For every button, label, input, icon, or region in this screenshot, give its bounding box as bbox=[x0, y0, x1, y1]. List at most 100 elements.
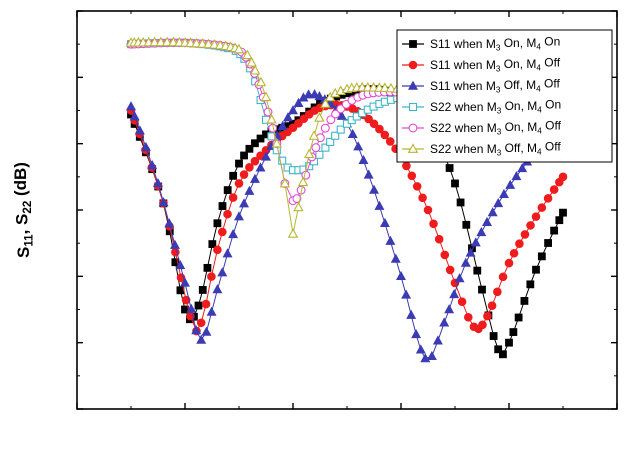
data-point bbox=[235, 159, 243, 168]
data-point bbox=[314, 112, 325, 122]
data-point bbox=[266, 113, 277, 124]
data-point bbox=[303, 148, 315, 159]
data-point bbox=[234, 179, 244, 188]
text-segment: On, M bbox=[500, 57, 536, 71]
data-point bbox=[412, 182, 422, 191]
text-segment: On, M bbox=[501, 120, 537, 134]
data-point bbox=[223, 186, 232, 195]
data-point bbox=[320, 98, 331, 108]
data-point bbox=[255, 76, 267, 87]
data-point bbox=[303, 89, 314, 99]
data-point bbox=[326, 137, 335, 147]
legend-marker bbox=[408, 80, 418, 90]
data-point bbox=[374, 200, 385, 210]
series-2 bbox=[126, 89, 536, 363]
text-segment: 3 bbox=[497, 148, 502, 157]
data-point bbox=[223, 209, 232, 219]
text-segment: 3 bbox=[497, 127, 502, 136]
text-segment: 11 bbox=[23, 234, 35, 247]
data-point bbox=[509, 328, 518, 336]
data-point bbox=[432, 335, 443, 345]
data-point bbox=[256, 134, 265, 143]
data-point bbox=[478, 320, 487, 330]
data-point bbox=[251, 139, 259, 148]
data-point bbox=[203, 263, 212, 272]
data-point bbox=[511, 170, 522, 181]
text-segment: Off bbox=[542, 140, 562, 154]
data-point bbox=[245, 163, 254, 172]
text-segment: Off, M bbox=[500, 78, 536, 92]
legend-item: S22 when M3 On, M4 Off bbox=[402, 119, 562, 137]
data-point bbox=[149, 36, 160, 47]
data-point bbox=[320, 123, 330, 133]
data-point bbox=[504, 258, 514, 268]
data-point bbox=[250, 156, 260, 166]
data-point bbox=[379, 217, 390, 228]
data-point bbox=[239, 198, 250, 208]
data-point bbox=[168, 36, 179, 47]
data-point bbox=[454, 273, 465, 283]
data-point bbox=[487, 301, 497, 310]
data-point bbox=[347, 128, 358, 139]
data-point bbox=[186, 303, 197, 313]
data-point bbox=[402, 161, 411, 171]
data-point bbox=[181, 295, 191, 305]
data-point bbox=[532, 265, 540, 274]
data-point bbox=[171, 247, 180, 257]
legend-label: S11 when M3 On, M4 On bbox=[430, 35, 560, 53]
data-point bbox=[531, 212, 541, 221]
text-segment: On bbox=[542, 98, 561, 112]
data-point bbox=[228, 193, 238, 202]
legend-item: S22 when M3 Off, M4 Off bbox=[402, 140, 562, 157]
data-point bbox=[520, 230, 530, 239]
data-point bbox=[240, 151, 248, 160]
data-point bbox=[526, 221, 535, 230]
data-point bbox=[369, 119, 379, 129]
data-point bbox=[505, 179, 516, 189]
data-point bbox=[153, 178, 163, 188]
data-point bbox=[478, 285, 486, 294]
data-point bbox=[499, 188, 509, 199]
data-point bbox=[401, 289, 412, 299]
data-point bbox=[375, 124, 384, 134]
data-point bbox=[415, 344, 426, 354]
legend-marker bbox=[408, 60, 418, 70]
data-point bbox=[155, 36, 167, 47]
data-point bbox=[217, 267, 228, 277]
legend-item: S11 when M3 Off, M4 Off bbox=[402, 77, 560, 95]
data-point bbox=[171, 258, 180, 267]
data-point bbox=[520, 297, 529, 305]
text-segment: , S bbox=[12, 214, 31, 235]
data-point bbox=[364, 114, 373, 124]
data-point bbox=[279, 177, 291, 188]
data-point bbox=[456, 198, 465, 207]
data-point bbox=[222, 248, 233, 258]
data-point bbox=[385, 82, 397, 93]
data-point bbox=[460, 257, 471, 267]
data-point bbox=[206, 306, 217, 316]
data-point bbox=[198, 286, 207, 294]
axes: S11, S22 (dB) bbox=[11, 10, 618, 410]
data-point bbox=[161, 36, 173, 47]
data-point bbox=[271, 137, 283, 148]
data-point bbox=[213, 219, 222, 228]
data-point bbox=[423, 205, 433, 215]
data-point bbox=[191, 325, 202, 335]
data-point bbox=[287, 228, 299, 238]
text-segment: On bbox=[541, 35, 560, 49]
data-point bbox=[515, 239, 524, 248]
data-point bbox=[194, 301, 203, 310]
data-point bbox=[493, 287, 502, 297]
data-point bbox=[288, 105, 298, 115]
legend-label: S22 when M3 On, M4 Off bbox=[430, 119, 562, 137]
legend-label: S11 when M3 Off, M4 Off bbox=[430, 77, 560, 95]
data-point bbox=[489, 332, 498, 340]
data-point bbox=[196, 334, 207, 344]
data-point bbox=[449, 288, 460, 299]
text-segment: S11 when M bbox=[430, 79, 496, 93]
data-point bbox=[278, 156, 287, 165]
data-point bbox=[129, 111, 140, 121]
data-point bbox=[309, 89, 320, 99]
